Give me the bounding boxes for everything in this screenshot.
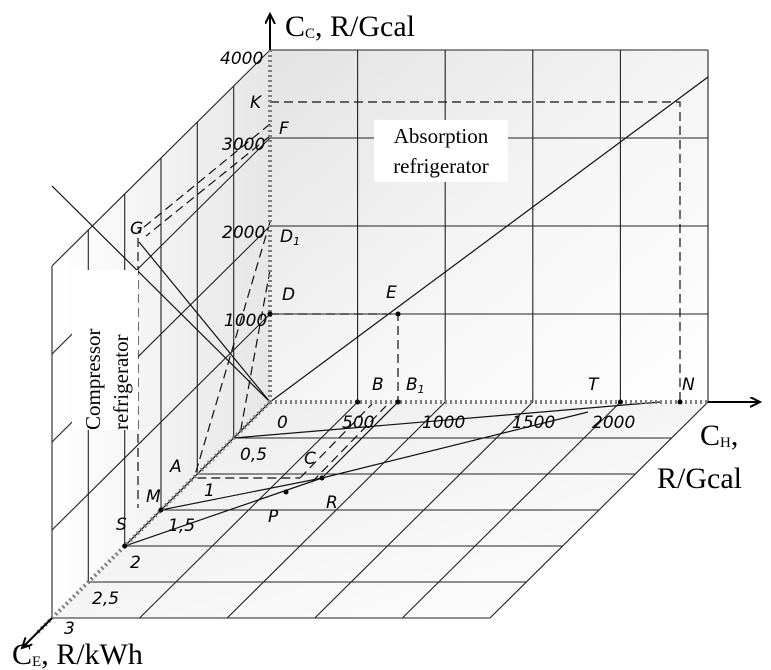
tick-ce-2: 2	[130, 553, 141, 573]
ce-arrow-icon	[22, 617, 53, 648]
label-F: F	[279, 119, 289, 139]
floor-grid	[52, 401, 709, 619]
label-C: C	[304, 449, 316, 469]
cc-ticks: 4000 3000 2000 1000 0	[220, 49, 288, 433]
ch-axis-title: CH,	[700, 419, 738, 452]
tick-ch-1500: 1500	[512, 413, 555, 433]
compressor-line1: Compressor	[81, 329, 105, 431]
tick-ce-3: 3	[64, 619, 75, 639]
label-B: B	[372, 375, 384, 395]
label-D1: D1	[280, 227, 300, 248]
label-E: E	[386, 283, 397, 303]
back-grid	[270, 49, 709, 402]
ch-axis-unit: R/Gcal	[657, 462, 742, 495]
cc-axis-title: CC, R/Gcal	[285, 10, 415, 43]
label-M: M	[146, 487, 161, 507]
tick-cc-4000: 4000	[220, 49, 263, 69]
tick-ch-1000: 1000	[422, 413, 465, 433]
tick-origin: 0	[277, 413, 288, 433]
label-N: N	[682, 375, 695, 395]
label-T: T	[588, 375, 600, 395]
tick-ch-2000: 2000	[592, 413, 635, 433]
point-markers	[122, 311, 683, 549]
tick-cc-1000: 1000	[224, 311, 267, 331]
tick-ce-1: 1	[204, 481, 215, 501]
axes-dotted	[34, 50, 708, 636]
compressor-line2: refrigerator	[109, 334, 133, 430]
label-R: R	[326, 493, 338, 513]
tick-cc-3000: 3000	[222, 135, 265, 155]
label-K: K	[250, 93, 263, 113]
label-S: S	[116, 515, 127, 535]
point-labels: K F D1 D E G B B1 T N A C M S P R	[116, 93, 695, 535]
ce-ticks: 0,5 1 1,5 2 2,5 3	[64, 445, 267, 639]
label-A: A	[169, 457, 182, 477]
tick-ce-2-5: 2,5	[92, 589, 119, 609]
label-P: P	[268, 507, 279, 527]
absorption-line1: Absorption	[394, 124, 489, 148]
tick-ce-1-5: 1,5	[168, 516, 195, 536]
label-D: D	[282, 285, 295, 305]
compressor-region-label: Compressor refrigerator	[72, 270, 138, 430]
absorption-region-label: Absorption refrigerator	[374, 120, 508, 182]
ce-axis-title: CE, R/kWh	[12, 638, 143, 670]
compressor-label-bg	[72, 270, 138, 430]
tick-ch-500: 500	[342, 413, 374, 433]
ch-ticks: 500 1000 1500 2000	[342, 413, 635, 433]
absorption-label-bg	[374, 120, 508, 182]
tick-ce-0-5: 0,5	[240, 445, 267, 465]
tick-cc-2000: 2000	[222, 223, 265, 243]
axis-arrows	[22, 14, 760, 648]
label-B1: B1	[406, 375, 425, 396]
label-G: G	[130, 219, 143, 239]
absorption-line2: refrigerator	[393, 154, 489, 178]
